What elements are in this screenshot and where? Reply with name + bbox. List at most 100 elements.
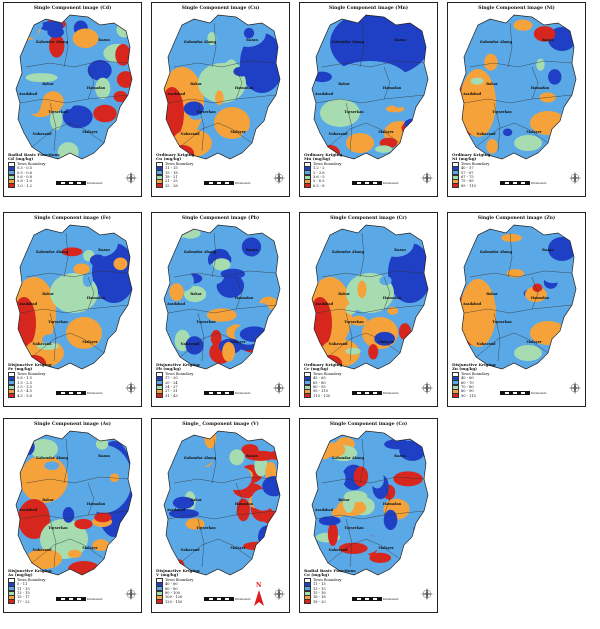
concentration-zone: [407, 546, 427, 569]
town-boundary: [87, 276, 95, 310]
town-boundary: [197, 102, 205, 152]
panel-title: Single Component image (Mn): [328, 6, 409, 11]
concentration-zone: [402, 521, 428, 536]
place-label: Kaboudar Ahang: [184, 456, 217, 460]
interpolation-method: Disjunctive Kriging: [8, 362, 52, 367]
town-boundary: [475, 122, 549, 148]
legend-class: 25 - 28: [156, 183, 194, 189]
panel-title: Single Component image (Cu): [181, 6, 260, 11]
map-legend: Ordinary Kriging Cu (mg/kg) Town Boundary 1…: [156, 152, 194, 189]
town-boundary: [315, 304, 425, 314]
province-outline: [15, 224, 133, 370]
place-label: Razan: [98, 248, 110, 252]
concentration-zone: [400, 104, 418, 116]
town-boundary: [507, 232, 513, 278]
place-label: Bahar: [42, 82, 54, 86]
legend-unit: Mn (mg/kg): [304, 156, 331, 162]
town-boundary: [19, 304, 129, 314]
distribution-map: Kaboudar Ahang Razan Hamadan Bahar Malayer Tu…: [311, 430, 429, 576]
concentration-zone: [240, 33, 280, 93]
concentration-zone: [318, 516, 341, 526]
legend-class: 4.5 - 5.8: [8, 393, 52, 399]
concentration-zone: [42, 334, 59, 346]
map-panel: Single Component image (Zn) Kaboudar Ahan…: [447, 212, 586, 407]
concentration-zone: [338, 542, 368, 554]
concentration-zone: [413, 524, 428, 535]
place-label: Asadabad: [166, 508, 186, 512]
concentration-zone: [254, 303, 270, 319]
concentration-zone: [172, 241, 200, 265]
town-boundary: [315, 510, 425, 520]
place-label: Malayer: [82, 546, 98, 550]
concentration-zone: [82, 229, 118, 257]
concentration-zone: [241, 237, 262, 257]
place-label: Nahavand: [181, 342, 201, 346]
concentration-zone: [180, 227, 201, 239]
town-boundary: [63, 22, 69, 68]
town-boundary: [211, 438, 217, 484]
concentration-zone: [164, 439, 187, 456]
town-boundary: [197, 312, 205, 362]
town-boundary: [345, 518, 353, 568]
place-label: Hamadan: [383, 296, 402, 300]
legend-unit: Cu (mg/kg): [156, 156, 182, 162]
concentration-zone: [330, 15, 428, 77]
concentration-zone: [44, 123, 69, 147]
place-label: Asadabad: [166, 92, 186, 96]
legend-class: 1.0 - 1.2: [8, 183, 60, 189]
scale-bar: Kilometers: [56, 181, 102, 185]
concentration-zone: [212, 258, 231, 271]
concentration-zone: [115, 44, 131, 66]
concentration-zone: [536, 58, 545, 71]
legend-unit: As (mg/kg): [8, 572, 33, 578]
town-boundary: [531, 276, 539, 310]
legend-swatch: [304, 599, 311, 605]
concentration-zone: [62, 507, 75, 523]
concentration-zone: [92, 539, 110, 551]
concentration-zone: [220, 268, 246, 280]
place-label: Kaboudar Ahang: [184, 250, 217, 254]
place-label: Tuyserkan: [48, 110, 68, 114]
concentration-zone: [384, 439, 411, 450]
town-boundary: [359, 22, 365, 68]
concentration-zone: [270, 329, 280, 349]
legend-unit: Zn (mg/kg): [452, 366, 478, 372]
map-panel: Single Component image (Ni) Kaboudar Ahan…: [447, 2, 586, 197]
scale-bar: Kilometers: [56, 391, 102, 395]
place-label: Bahar: [42, 292, 54, 296]
concentration-zone: [33, 476, 54, 487]
concentration-zone: [184, 286, 207, 303]
map-legend: Disjunctive Kriging V (mg/kg) Town Boundar…: [156, 568, 200, 605]
concentration-zone: [369, 552, 392, 563]
map-legend: Ordinary Kriging Cr (mg/kg) Town Boundary 4…: [304, 362, 342, 399]
town-boundary: [167, 94, 277, 104]
concentration-zone: [524, 286, 547, 303]
town-boundary: [463, 94, 573, 104]
town-boundary: [211, 232, 217, 278]
place-label: Hamadan: [87, 296, 106, 300]
concentration-zone: [95, 77, 111, 99]
place-label: Bahar: [486, 292, 498, 296]
town-boundary: [531, 66, 539, 100]
concentration-zone: [89, 254, 106, 267]
place-label: Nahavand: [33, 132, 53, 136]
concentration-zone: [383, 509, 398, 531]
concentration-zone: [116, 71, 132, 88]
concentration-zone: [222, 341, 236, 362]
distribution-map: Kaboudar Ahang Razan Hamadan Bahar Malayer Tu…: [163, 430, 281, 576]
concentration-zone: [190, 529, 204, 554]
province-outline: [15, 430, 133, 576]
compass-rose-icon: [272, 381, 286, 395]
place-label: Bahar: [338, 82, 350, 86]
legend-class: 110 - 130: [304, 393, 342, 399]
compass-rose-icon: [124, 587, 138, 601]
scale-bar: Kilometers: [352, 181, 398, 185]
distribution-map: Kaboudar Ahang Razan Hamadan Bahar Malayer Tu…: [163, 14, 281, 160]
place-label: Hamadan: [383, 86, 402, 90]
place-label: Kaboudar Ahang: [480, 250, 513, 254]
interpolation-method: Radial Basic Functions: [8, 152, 60, 157]
place-label: Malayer: [378, 340, 394, 344]
interpolation-method: Disjunctive Kriging: [8, 568, 52, 573]
interpolation-method: Ordinary Kriging: [304, 152, 343, 157]
concentration-zone: [25, 73, 58, 83]
